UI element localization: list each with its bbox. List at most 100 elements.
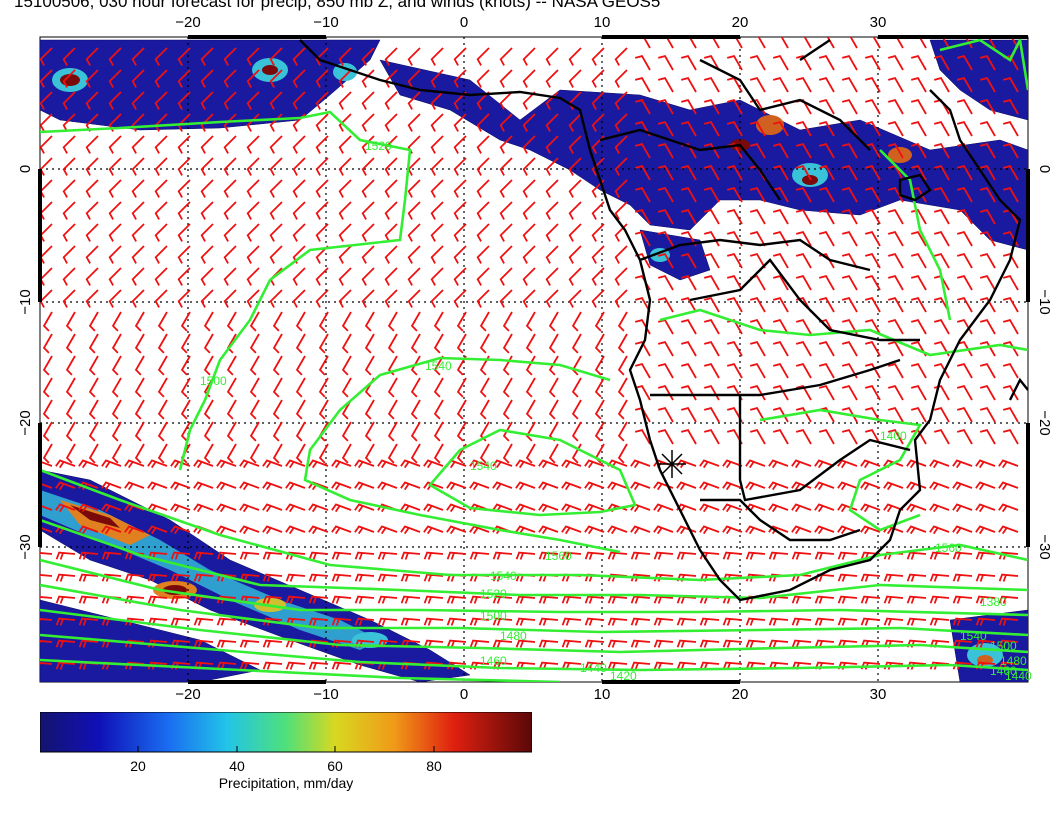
wind-barb [979,385,996,401]
wind-barb [591,223,605,242]
wind-barb [864,407,881,423]
wind-barb [933,77,950,93]
wind-barb [338,47,352,66]
wind-barb [108,267,122,286]
wind-barb [42,399,53,420]
wind-barb [400,525,421,535]
wind-barb [887,429,904,445]
wind-barb [841,253,858,269]
wind-barb [841,209,858,225]
wind-barb [78,525,99,535]
wind-barb [499,179,513,198]
wind-barb [453,201,467,220]
wind-barb [101,525,122,535]
wind-barb [703,143,720,159]
wind-barb [364,333,375,354]
lat-label: 0 [17,165,34,173]
wind-barb [841,231,858,247]
wind-barb [568,245,582,264]
wind-barb [703,253,720,269]
wind-barb [522,91,536,110]
wind-barb [979,407,996,423]
wind-barb [308,551,329,560]
wind-barb [568,135,582,154]
wind-barb [841,165,858,181]
wind-barb [331,503,352,513]
wind-barb [887,319,904,335]
wind-barb [979,209,996,225]
wind-barb [446,551,467,560]
wind-barb [561,617,582,626]
wind-barb [1002,165,1019,181]
wind-barb [979,341,996,357]
wind-barb [895,37,904,49]
wind-barb [62,47,76,66]
wind-barb [726,187,743,203]
wind-barb [1002,297,1019,313]
wind-barb [78,639,99,648]
wind-barb [548,355,559,376]
wind-barb [841,55,858,71]
wind-barb [906,459,927,469]
wind-barb [548,377,559,398]
wind-barb [200,47,214,66]
wind-barb [841,187,858,203]
wind-barb [200,113,214,132]
wind-barb [131,69,145,88]
wind-barb [55,639,76,648]
wind-barb [910,165,927,181]
wind-barb [634,77,651,93]
wind-barb [262,525,283,535]
contour-label: 1440 [580,661,607,675]
wind-barb [341,311,352,332]
wind-barb [607,481,628,491]
wind-barb [85,289,99,308]
wind-barb [42,421,53,442]
wind-barb [975,481,996,491]
wind-barb [157,377,168,398]
wind-barb [607,639,628,648]
wind-barb [975,595,996,604]
wind-barb [975,617,996,626]
wind-barb [239,459,260,469]
wind-barb [933,363,950,379]
wind-barb [200,267,214,286]
wind-barb [400,617,421,626]
wind-barb [410,333,421,354]
wind-barb [315,179,329,198]
wind-barb [308,617,329,626]
wind-barb [703,429,720,445]
wind-barb [456,311,467,332]
wind-barb [545,47,559,66]
wind-barb [548,333,559,354]
wind-barb [918,37,927,49]
wind-barb [772,429,789,445]
wind-barb [818,143,835,159]
wind-barb [791,617,812,626]
wind-barb [315,47,329,66]
wind-barb [62,135,76,154]
wind-barb [262,661,283,670]
wind-barb [956,429,973,445]
wind-barb [177,179,191,198]
wind-barb [929,595,950,604]
wind-barb [906,481,927,491]
wind-barb [55,551,76,560]
wind-barb [749,429,766,445]
wind-barb [841,297,858,313]
wind-barb [341,355,352,376]
wind-barb [85,245,99,264]
wind-barb [617,443,628,464]
wind-barb [749,407,766,423]
wind-barb [814,573,835,582]
wind-barb [906,525,927,535]
wind-barb [841,363,858,379]
wind-barb [864,55,881,71]
wind-barb [269,157,283,176]
wind-barb [200,157,214,176]
wind-barb [423,503,444,513]
wind-barb [111,333,122,354]
lake-victoria [898,173,932,202]
wind-barb [295,333,306,354]
wind-barb [703,99,720,115]
